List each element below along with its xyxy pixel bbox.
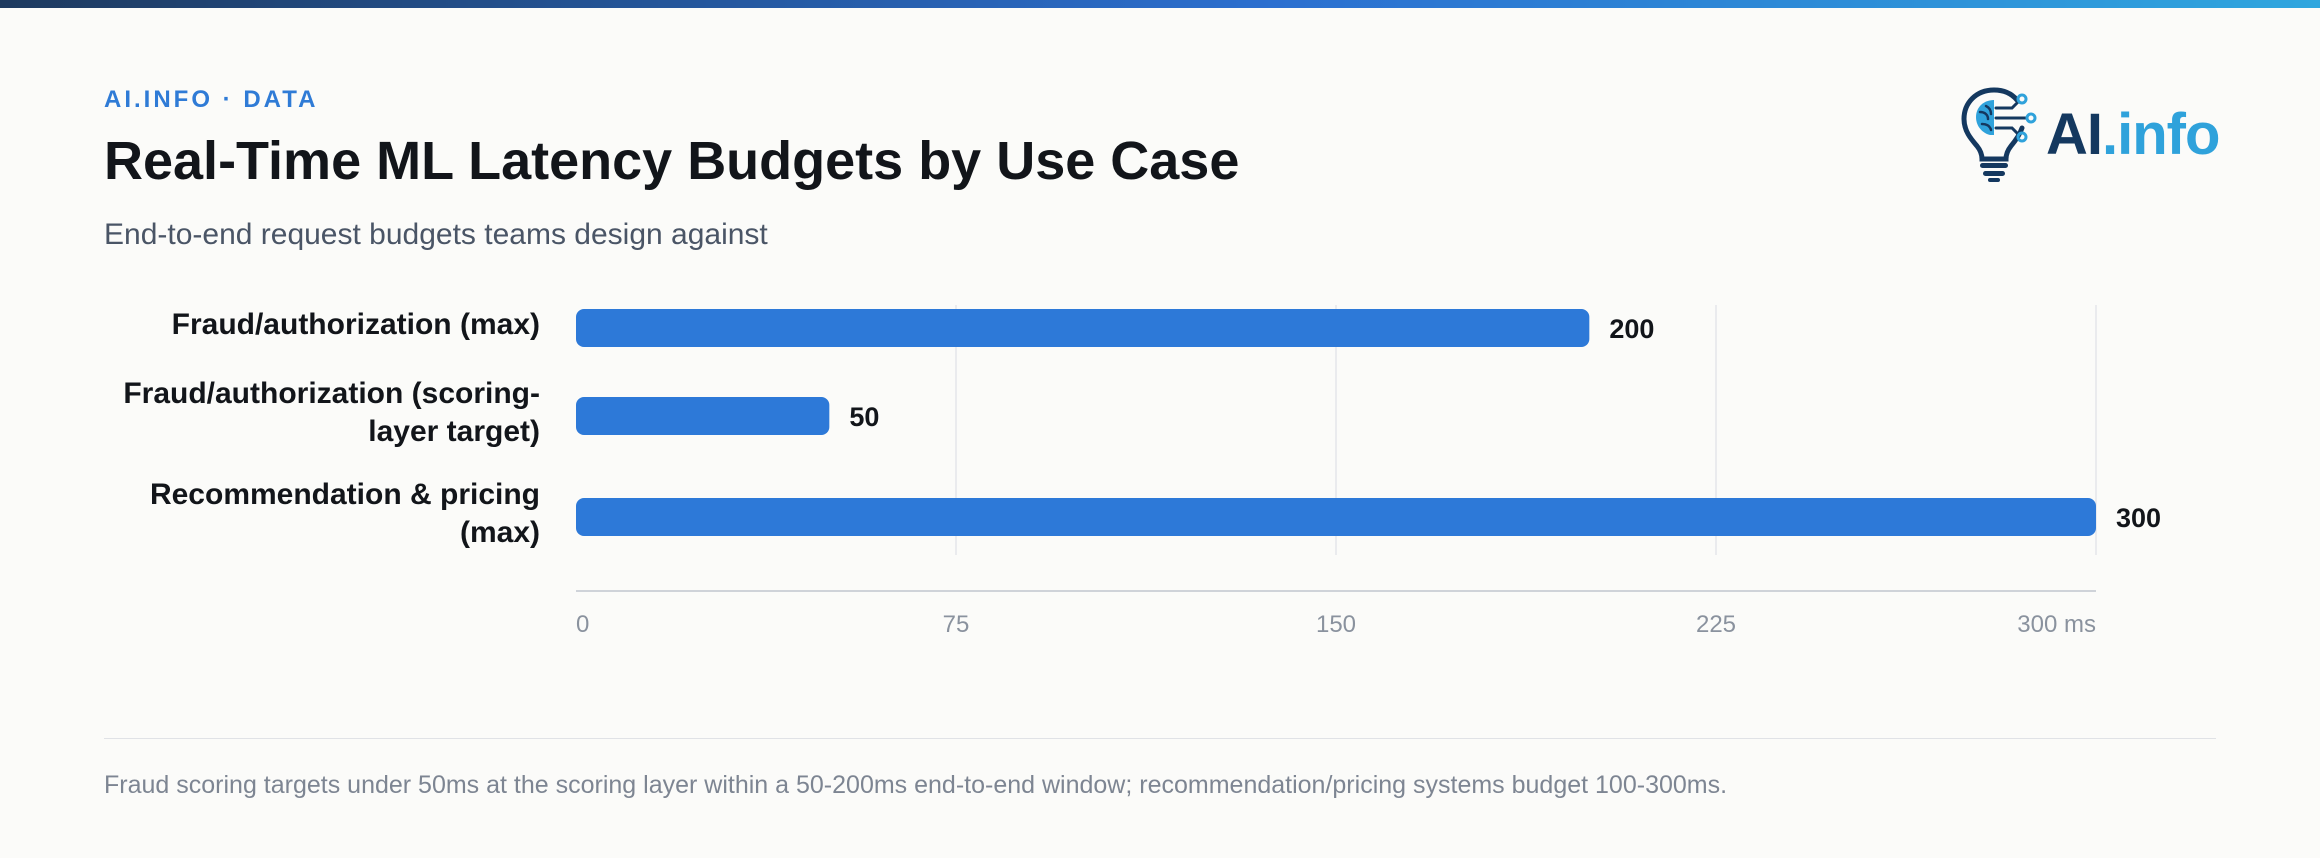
bar: [576, 498, 2096, 536]
x-tick-label: 300 ms: [2017, 611, 2096, 638]
category-label: Fraud/authorization (max): [172, 308, 540, 341]
bar-value-label: 200: [1609, 314, 1654, 344]
x-tick-label: 150: [1316, 611, 1356, 638]
x-tick-label: 225: [1696, 611, 1736, 638]
category-label: Fraud/authorization (scoring-layer targe…: [123, 377, 540, 448]
bar-chart: 0 75 150 225 300 ms 200 Fraud/authorization (m…: [123, 305, 2161, 638]
bar: [576, 397, 830, 435]
x-tick-label: 0: [576, 611, 589, 638]
chart-title: Real-Time ML Latency Budgets by Use Case: [104, 131, 1240, 191]
chart-subtitle: End-to-end request budgets teams design …: [104, 218, 768, 251]
brand-logo: AI.info: [1960, 86, 2220, 182]
footnote: Fraud scoring targets under 50ms at the …: [104, 771, 1728, 799]
bar-value-label: 300: [2116, 503, 2161, 533]
bar: [576, 309, 1590, 347]
brand-logo-text: AI.info: [2046, 101, 2220, 167]
footer-divider: [104, 738, 2216, 739]
bar-value-label: 50: [849, 402, 879, 432]
top-accent-bar: [0, 0, 2320, 8]
x-tick-label: 75: [943, 611, 970, 638]
lightbulb-brain-circuit-icon: [1961, 87, 2037, 182]
eyebrow-label: AI.INFO · DATA: [104, 86, 319, 113]
category-label: Recommendation & pricing (max): [150, 478, 540, 549]
